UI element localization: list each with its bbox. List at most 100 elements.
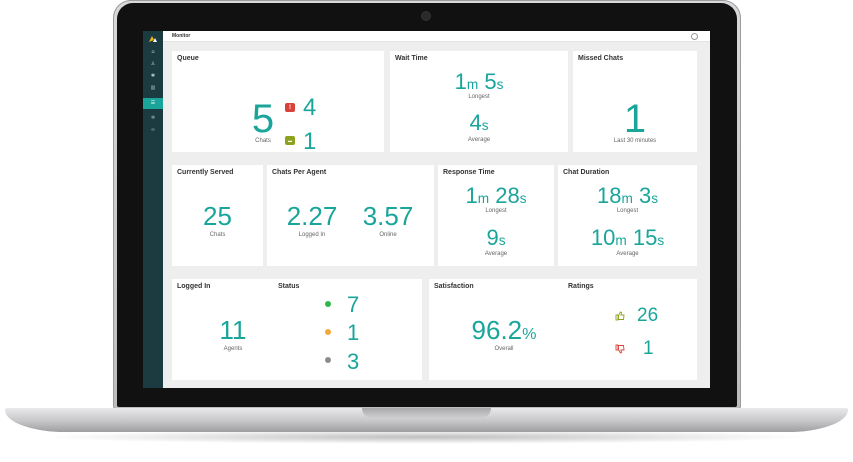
status-title: Status xyxy=(278,283,300,290)
wait-longest-label: Longest xyxy=(468,94,490,100)
seconds-unit: s xyxy=(657,233,665,248)
response-longest-seconds: 28 xyxy=(495,183,520,208)
duration-longest-value: 18m 3s xyxy=(558,185,697,207)
settings-icon: ✲ xyxy=(150,115,156,121)
response-longest-minutes: 1 xyxy=(465,183,478,208)
per-agent-logged-value: 2.27 xyxy=(286,201,338,231)
queue-chats-value: 5 xyxy=(251,97,275,141)
home-icon: ⌂ xyxy=(151,49,155,55)
duration-average-label: Average xyxy=(616,251,639,257)
sidebar-item-monitor[interactable]: ☰ xyxy=(143,98,163,109)
response-average-seconds: 9 xyxy=(486,225,499,250)
queue-title: Queue xyxy=(177,55,199,62)
online-status-icon xyxy=(325,301,331,307)
missed-chats-label: Last 30 minutes xyxy=(613,138,657,144)
currently-served-title: Currently Served xyxy=(177,169,234,176)
sidebar-item-gear[interactable]: ✱ xyxy=(143,71,163,82)
per-agent-online-value: 3.57 xyxy=(362,201,414,231)
users-icon: ♙ xyxy=(150,61,156,67)
per-agent-online-label: Online xyxy=(379,232,397,238)
satisfaction-number: 96.2 xyxy=(471,315,523,345)
chats-per-agent-card: Chats Per Agent 2.27 Logged In 3.57 Onli… xyxy=(267,165,434,266)
logged-in-status-card: Logged In Status 11 Agents 7 1 3 xyxy=(172,279,422,380)
away-status-icon xyxy=(325,329,331,335)
logged-in-value: 11 xyxy=(219,315,247,345)
offline-status-icon xyxy=(325,357,331,363)
minutes-unit: m xyxy=(477,191,490,206)
response-average-value: 9s xyxy=(438,227,554,249)
wait-average-value: 4s xyxy=(390,112,568,134)
duration-longest-seconds: 3 xyxy=(638,183,652,208)
satisfaction-value: 96.2% xyxy=(449,317,559,343)
page-title: Monitor xyxy=(172,33,191,39)
satisfaction-title: Satisfaction xyxy=(434,283,474,290)
per-agent-logged-label: Logged In xyxy=(298,232,326,238)
ratings-dislikes-value: 1 xyxy=(643,338,654,359)
minutes-unit: m xyxy=(466,77,479,92)
alert-icon: ! xyxy=(285,103,295,112)
response-time-title: Response Time xyxy=(443,169,495,176)
wait-longest-value: 1m 5s xyxy=(390,71,568,93)
logged-in-label: Agents xyxy=(223,346,243,352)
currently-served-card: Currently Served 25 Chats xyxy=(172,165,263,266)
queue-alert-count: 4 xyxy=(303,94,317,121)
chat-icon: ▬ xyxy=(285,136,295,145)
queue-chats-label: Chats xyxy=(255,138,271,144)
status-online-count: 7 xyxy=(347,292,360,317)
satisfaction-label: Overall xyxy=(494,346,514,352)
satisfaction-ratings-card: Satisfaction Ratings 96.2% Overall 26 1 xyxy=(429,279,697,380)
duration-average-minutes: 10 xyxy=(590,225,616,250)
thumbs-up-icon xyxy=(615,311,625,321)
wait-time-title: Wait Time xyxy=(395,55,428,62)
duration-longest-minutes: 18 xyxy=(596,183,622,208)
status-away-count: 1 xyxy=(347,320,360,345)
sidebar-item-link[interactable]: ∞ xyxy=(143,125,163,136)
sidebar-item-settings[interactable]: ✲ xyxy=(143,113,163,124)
missed-chats-card: Missed Chats 1 Last 30 minutes xyxy=(573,51,697,152)
link-icon: ∞ xyxy=(150,127,156,133)
monitor-icon: ☰ xyxy=(150,100,156,106)
chat-duration-title: Chat Duration xyxy=(563,169,610,176)
missed-chats-value: 1 xyxy=(623,97,647,141)
camera-icon xyxy=(422,12,430,20)
minutes-unit: m xyxy=(621,191,633,206)
sidebar-item-chart[interactable]: ▥ xyxy=(143,83,163,94)
wait-longest-seconds: 5 xyxy=(484,69,497,94)
chat-duration-card: Chat Duration 18m 3s Longest 10m 15s Ave… xyxy=(558,165,697,266)
response-average-label: Average xyxy=(484,251,508,257)
minutes-unit: m xyxy=(615,233,627,248)
queue-card: Queue 5 Chats ! 4 ▬ 1 xyxy=(172,51,384,152)
response-longest-value: 1m 28s xyxy=(438,185,554,207)
seconds-unit: s xyxy=(481,118,489,133)
duration-average-value: 10m 15s xyxy=(558,227,697,249)
queue-chat-count: 1 xyxy=(303,128,317,153)
percent-unit: % xyxy=(522,325,537,343)
topbar: Monitor xyxy=(163,31,710,42)
seconds-unit: s xyxy=(519,191,527,206)
laptop-shadow xyxy=(40,430,813,444)
logo-icon xyxy=(149,36,157,42)
wait-time-card: Wait Time 1m 5s Longest 4s Average xyxy=(390,51,568,152)
ratings-title: Ratings xyxy=(568,283,594,290)
duration-longest-label: Longest xyxy=(616,208,639,214)
wait-average-seconds: 4 xyxy=(469,110,482,135)
sidebar-item-users[interactable]: ♙ xyxy=(143,59,163,70)
duration-average-seconds: 15 xyxy=(632,225,658,250)
seconds-unit: s xyxy=(498,233,506,248)
ratings-likes-value: 26 xyxy=(637,305,659,326)
sidebar: ⌂ ♙ ✱ ▥ ☰ ✲ ∞ xyxy=(143,31,163,388)
logged-in-title: Logged In xyxy=(177,283,211,290)
response-time-card: Response Time 1m 28s Longest 9s Average xyxy=(438,165,554,266)
laptop-notch xyxy=(362,408,491,418)
currently-served-value: 25 xyxy=(203,201,232,231)
gear-icon: ✱ xyxy=(150,73,156,79)
chart-icon: ▥ xyxy=(150,85,156,91)
chats-per-agent-title: Chats Per Agent xyxy=(272,169,327,176)
thumbs-down-icon xyxy=(615,344,625,354)
seconds-unit: s xyxy=(651,191,659,206)
status-offline-count: 3 xyxy=(347,349,360,374)
screen: ⌂ ♙ ✱ ▥ ☰ ✲ ∞ Monitor Queue 5 Chats ! 4 ▬ 1 Wa… xyxy=(143,31,710,388)
sidebar-item-home[interactable]: ⌂ xyxy=(143,47,163,58)
user-icon[interactable] xyxy=(691,33,698,40)
missed-chats-title: Missed Chats xyxy=(578,55,624,62)
